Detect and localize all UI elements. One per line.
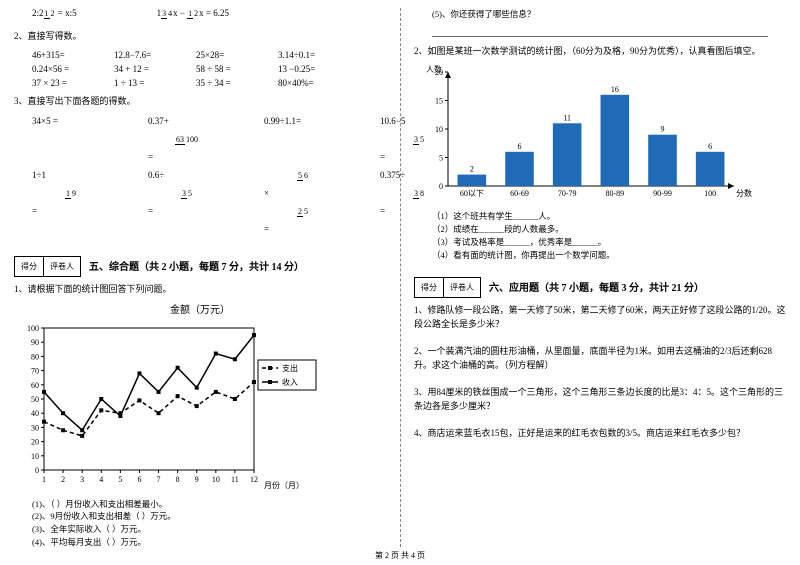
svg-text:6: 6 xyxy=(518,142,522,151)
svg-text:90: 90 xyxy=(31,338,39,347)
r2: （2）成绩在______段的人数最多。 xyxy=(432,223,786,236)
svg-text:0: 0 xyxy=(35,466,39,475)
app-q1: 1、修路队修一段公路，第一天修了50米，第二天修了60米，两天正好修了这段公路的… xyxy=(414,304,786,331)
chart1-title: 金额（万元） xyxy=(14,301,386,316)
svg-text:0: 0 xyxy=(439,182,443,191)
svg-text:70: 70 xyxy=(31,366,39,375)
svg-text:80-89: 80-89 xyxy=(605,189,624,198)
svg-text:60: 60 xyxy=(31,380,39,389)
grader-label: 评卷人 xyxy=(444,278,480,297)
score-box: 得分 评卷人 xyxy=(14,256,81,277)
svg-text:100: 100 xyxy=(27,324,39,333)
sub-2: (2)、9月份收入和支出相差（ ）万元。 xyxy=(32,510,386,523)
score-label: 得分 xyxy=(15,257,44,276)
svg-text:40: 40 xyxy=(31,409,39,418)
sub-1: (1)、（ ）月份收入和支出相差最小。 xyxy=(32,498,386,511)
page-footer: 第 2 页 共 4 页 xyxy=(0,550,800,561)
svg-text:60-69: 60-69 xyxy=(510,189,529,198)
eq2: 134x − 12x = 6.25 xyxy=(157,8,229,18)
sub-3: (3)、全年实际收入（ ）万元。 xyxy=(32,523,386,536)
bar-chart-svg: 人数05101520260以下660-691170-791680-89990-9… xyxy=(414,64,764,204)
svg-text:3: 3 xyxy=(80,475,84,484)
section-5-title: 五、综合题（共 2 小题，每题 7 分，共计 14 分） xyxy=(89,258,304,273)
svg-text:20: 20 xyxy=(31,437,39,446)
svg-text:80: 80 xyxy=(31,352,39,361)
arith-list-1: 46+315=12.8−7.6=25×28=3.14÷0.1= 0.24×56 … xyxy=(14,48,386,91)
svg-text:1: 1 xyxy=(42,475,46,484)
bar-chart: 人数05101520260以下660-691170-791680-89990-9… xyxy=(414,64,786,204)
equation-row: 2:212 = x:5 134x − 12x = 6.25 xyxy=(32,8,386,18)
svg-text:11: 11 xyxy=(231,475,239,484)
svg-text:7: 7 xyxy=(157,475,161,484)
svg-text:月份（月）: 月份（月） xyxy=(264,480,304,490)
svg-text:10: 10 xyxy=(31,451,39,460)
svg-text:收入: 收入 xyxy=(282,377,298,387)
eq1: 2:212 = x:5 xyxy=(32,8,77,18)
svg-text:70-79: 70-79 xyxy=(558,189,577,198)
q5-2: 2、如图是某班一次数学测试的统计图，（60分为及格，90分为优秀），认真看图后填… xyxy=(414,45,786,59)
svg-text:10: 10 xyxy=(435,125,443,134)
svg-text:支出: 支出 xyxy=(282,363,298,373)
sub-5: (5)、你还获得了哪些信息？ xyxy=(432,8,786,21)
svg-text:2: 2 xyxy=(61,475,65,484)
r1: （1）这个班共有学生______人。 xyxy=(432,210,786,223)
r4: （4）看有面的统计图，你再提出一个数学问题。 xyxy=(432,249,786,262)
blank-line xyxy=(432,27,768,37)
left-column: 2:212 = x:5 134x − 12x = 6.25 2、直接写得数。 4… xyxy=(0,0,400,540)
app-q4: 4、商店运来蓝毛衣15包，正好是运来的红毛衣包数的3/5。商店运来红毛衣多少包？ xyxy=(414,427,786,441)
r3: （3）考试及格率是______，优秀率是______。 xyxy=(432,236,786,249)
svg-text:6: 6 xyxy=(708,142,712,151)
svg-text:8: 8 xyxy=(176,475,180,484)
svg-text:60以下: 60以下 xyxy=(460,189,484,198)
line-chart: 0102030405060708090100123456789101112支出收… xyxy=(14,322,386,492)
score-label: 得分 xyxy=(415,278,444,297)
section-6-title: 六、应用题（共 7 小题，每题 3 分，共计 21 分） xyxy=(489,279,704,294)
grader-label: 评卷人 xyxy=(44,257,80,276)
app-q2: 2、一个装满汽油的圆柱形油桶，从里面量，底面半径为1米。如用去这桶油的2/3后还… xyxy=(414,345,786,372)
svg-text:2: 2 xyxy=(470,165,474,174)
arith-list-2: 34×5 = 0.37+63100= 0.99÷1.1= 10.6−535= 1… xyxy=(14,112,386,238)
app-q3: 3、用84厘米的铁丝围成一个三角形，这个三角形三条边长度的比是3：4：5。这个三… xyxy=(414,386,786,413)
right-column: (5)、你还获得了哪些信息？ 2、如图是某班一次数学测试的统计图，（60分为及格… xyxy=(400,0,800,540)
q5-1: 1、请根据下面的统计图回答下列问题。 xyxy=(14,283,386,297)
heading-3: 3、直接写出下面各题的得数。 xyxy=(14,95,386,109)
svg-text:5: 5 xyxy=(118,475,122,484)
svg-text:10: 10 xyxy=(212,475,220,484)
heading-2: 2、直接写得数。 xyxy=(14,30,386,44)
svg-text:16: 16 xyxy=(611,85,619,94)
svg-text:90-99: 90-99 xyxy=(653,189,672,198)
svg-text:11: 11 xyxy=(563,114,571,123)
svg-text:12: 12 xyxy=(250,475,258,484)
svg-text:50: 50 xyxy=(31,395,39,404)
svg-text:9: 9 xyxy=(661,125,665,134)
score-box-2: 得分 评卷人 xyxy=(414,277,481,298)
svg-text:5: 5 xyxy=(439,154,443,163)
line-chart-svg: 0102030405060708090100123456789101112支出收… xyxy=(14,322,324,492)
svg-text:分数: 分数 xyxy=(736,188,752,198)
svg-text:100: 100 xyxy=(704,189,716,198)
svg-text:30: 30 xyxy=(31,423,39,432)
svg-text:6: 6 xyxy=(137,475,141,484)
sub-4: (4)、平均每月支出（ ）万元。 xyxy=(32,536,386,549)
svg-text:4: 4 xyxy=(99,475,103,484)
svg-text:20: 20 xyxy=(435,68,443,77)
svg-text:15: 15 xyxy=(435,97,443,106)
svg-text:9: 9 xyxy=(195,475,199,484)
